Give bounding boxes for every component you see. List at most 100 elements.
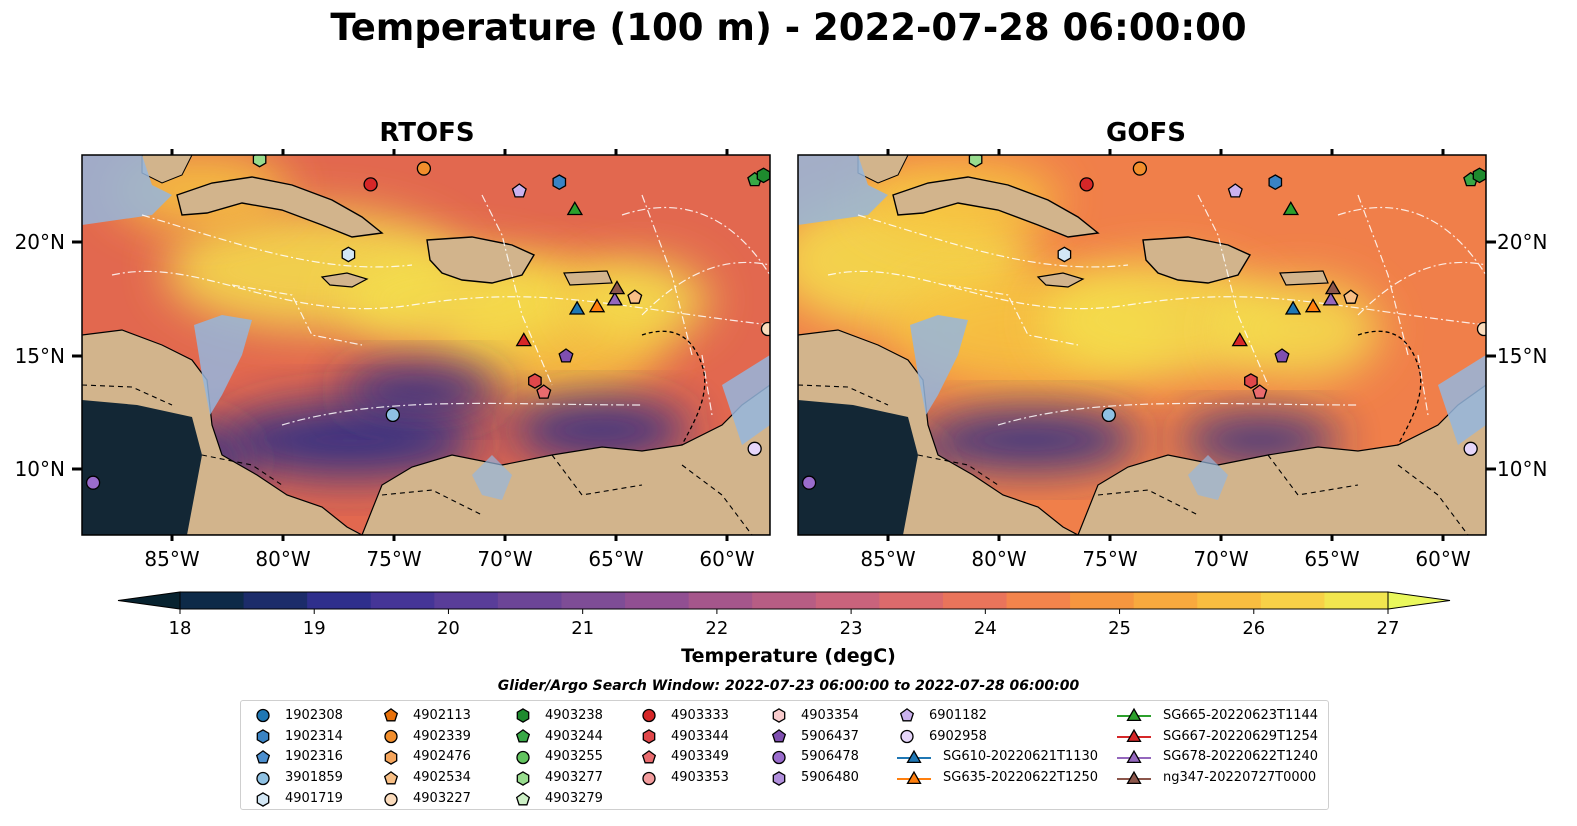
legend-item: 4903349 [639, 747, 729, 768]
legend-item: 4901719 [253, 788, 343, 809]
lon-label-65w-gofs: 65°W [1304, 547, 1359, 571]
circle-marker [642, 771, 656, 785]
warm-region [1040, 260, 1280, 380]
triangle-marker [906, 749, 922, 764]
legend-column: 4903354 5906437 5906478 5906480 [769, 705, 859, 788]
legend-label: ng347-20220727T0000 [1163, 770, 1317, 786]
colorbar-tick-label: 27 [1377, 618, 1400, 639]
lon-label-70w-rtofs: 70°W [477, 547, 532, 571]
colorbar-segment [561, 592, 626, 609]
colorbar-tick-label: 22 [705, 618, 728, 639]
legend-title: Glider/Argo Search Window: 2022-07-23 06… [497, 678, 1080, 694]
hexagon-marker-icon [516, 770, 530, 786]
legend-item: SG610-20220621T1130 [897, 747, 1098, 768]
legend-label: 4901719 [285, 791, 343, 807]
triangle-marker [1126, 728, 1142, 743]
circle-marker-icon [256, 771, 270, 785]
rtofs-map [82, 155, 770, 535]
cold-region [340, 365, 500, 415]
legend-label: 4902534 [413, 770, 471, 786]
circle-marker [384, 792, 398, 806]
colorbar-segment [688, 592, 753, 609]
station-marker [1244, 373, 1258, 389]
hexagon-marker [772, 770, 786, 786]
legend-item: 4903279 [513, 788, 603, 809]
station-marker [1231, 332, 1248, 347]
colorbar-label: Temperature (degC) [681, 645, 896, 667]
circle-marker [384, 730, 398, 744]
colorbar-segment [625, 592, 690, 609]
station-marker [606, 291, 623, 306]
triangle-marker-icon [1117, 770, 1151, 784]
legend-label: 3901859 [285, 770, 343, 786]
lon-label-85w-rtofs: 85°W [144, 547, 199, 571]
cold-region [220, 402, 480, 478]
legend-label: 4903354 [801, 707, 859, 723]
lat-label-10n-right: 10°N [1497, 457, 1547, 481]
triangle-marker-icon [1117, 728, 1151, 743]
circle-marker-icon [642, 709, 656, 723]
station-marker [747, 441, 762, 456]
gofs-map-frame [797, 154, 1487, 536]
legend-column: SG665-20220623T1144 SG667-20220629T1254 SG… [1117, 705, 1318, 788]
rtofs-map-frame [81, 154, 771, 536]
station-marker [363, 177, 378, 192]
circle-marker [256, 709, 270, 723]
legend-label: SG635-20220622T1250 [943, 770, 1099, 786]
legend-item: 3901859 [253, 767, 343, 788]
legend-label: 4903353 [671, 770, 729, 786]
lat-label-10n-left: 10°N [15, 457, 65, 481]
circle-marker [772, 750, 786, 765]
colorbar-segment [1006, 592, 1071, 609]
hexagon-marker [384, 750, 398, 765]
colorbar-frame [179, 591, 1389, 610]
colorbar-segment [1260, 592, 1325, 609]
gofs-temperature-field [798, 160, 1380, 505]
pentagon-marker [771, 729, 787, 743]
hexagon-marker [516, 770, 530, 786]
lat-label-15n-left: 15°N [15, 344, 65, 368]
gofs-map [798, 155, 1486, 535]
pentagon-marker [641, 750, 657, 764]
circle-marker [900, 730, 914, 744]
colorbar-segment [434, 592, 499, 609]
pentagon-marker-icon [771, 729, 787, 743]
station-marker [1463, 441, 1478, 456]
legend-label: 1902316 [285, 749, 343, 765]
pentagon-marker-icon [383, 770, 399, 785]
colorbar-extend-low [117, 591, 181, 610]
triangle-marker-icon [897, 770, 931, 784]
station-marker [558, 348, 574, 363]
legend-item: 6902958 [897, 726, 1098, 747]
triangle-marker [1126, 770, 1142, 784]
legend-label: 4902113 [413, 707, 471, 723]
colorbar-tick-label: 18 [169, 618, 192, 639]
colorbar-segment [879, 592, 944, 609]
lon-label-65w-rtofs: 65°W [588, 547, 643, 571]
station-marker [1268, 174, 1283, 191]
hexagon-marker-icon [256, 791, 270, 807]
station-marker [1472, 167, 1486, 184]
rtofs-panel-title: RTOFS [379, 118, 475, 148]
colorbar-tick-label: 21 [571, 618, 594, 639]
legend-item: 4903344 [639, 726, 729, 747]
lon-label-85w-gofs: 85°W [860, 547, 915, 571]
hexagon-marker-icon [772, 770, 786, 786]
legend: 1902308 1902314 1902316 3901859 4901719 49021… [240, 700, 1329, 810]
colorbar-tick-label: 20 [437, 618, 460, 639]
pentagon-marker [515, 791, 531, 806]
station-marker [1324, 280, 1342, 295]
hexagon-marker [256, 729, 270, 745]
colorbar-tick-label: 24 [974, 618, 997, 639]
station-marker [608, 280, 626, 295]
station-marker [588, 298, 606, 313]
circle-marker-icon [516, 750, 530, 765]
station-marker [416, 161, 432, 176]
station-marker [1227, 183, 1243, 198]
circle-marker-icon [900, 730, 914, 744]
legend-item: 4903227 [381, 788, 471, 809]
legend-label: 4903333 [671, 707, 729, 723]
station-marker [1282, 201, 1300, 216]
legend-label: 4903238 [545, 707, 603, 723]
